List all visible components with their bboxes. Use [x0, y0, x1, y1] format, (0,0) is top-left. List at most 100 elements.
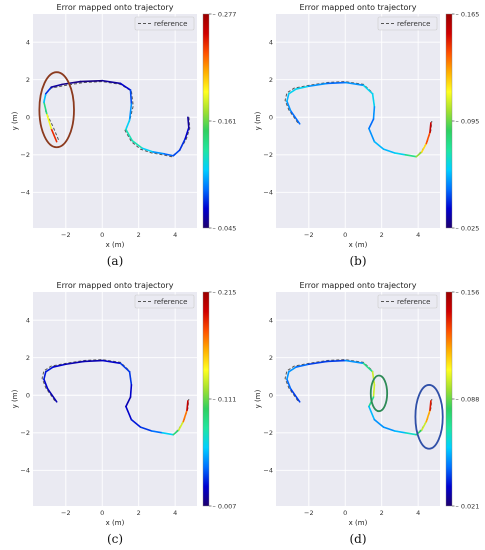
trajectory-segment	[286, 370, 290, 381]
chart-title: Error mapped onto trajectory	[300, 3, 417, 12]
trajectory-segment	[44, 366, 54, 373]
y-axis-label: y (m)	[11, 111, 19, 130]
trajectory-segment	[125, 405, 133, 421]
trajectory-segment	[308, 360, 328, 366]
trajectory-segment	[125, 128, 134, 142]
colorbar-tick-label: – 0.215	[213, 288, 237, 296]
y-tick-label: −4	[20, 467, 30, 475]
trajectory-segment	[372, 384, 376, 398]
y-tick-label: −2	[263, 429, 273, 437]
trajectory-segment	[163, 153, 175, 157]
trajectory-segment	[79, 79, 104, 83]
x-tick-label: 4	[173, 231, 177, 239]
x-tick-label: −2	[304, 231, 314, 239]
trajectory-segment	[415, 151, 423, 158]
highlight-ellipse	[369, 374, 389, 413]
trajectory-segment	[128, 370, 133, 386]
trajectory-segment	[429, 400, 432, 412]
chart-title: Error mapped onto trajectory	[300, 281, 417, 290]
trajectory-segment	[326, 359, 347, 363]
trajectory-segment	[152, 151, 165, 155]
y-axis-label: y (m)	[254, 111, 262, 130]
trajectory-segment	[393, 430, 407, 434]
legend-label: reference	[154, 298, 187, 306]
trajectory-segment	[129, 89, 133, 105]
legend: reference	[377, 294, 438, 309]
y-tick-label: −4	[20, 189, 30, 197]
trajectory-segment	[46, 387, 58, 403]
colorbar-tick-label: – 0.025	[456, 224, 480, 232]
y-tick-label: 2	[269, 76, 273, 84]
legend-label: reference	[154, 20, 187, 28]
trajectory-segment	[420, 420, 428, 431]
colorbar-tick-label: – 0.161	[213, 117, 237, 125]
chart-panel-c: Error mapped onto trajectory −2 0 2 4 −4 −2 0 2 4…	[11, 281, 236, 546]
trajectory-segment	[373, 418, 385, 428]
trajectory-segment	[83, 359, 104, 363]
trajectory-segment	[125, 396, 132, 408]
y-tick-label: 0	[26, 114, 30, 122]
trajectory-segment	[125, 119, 131, 131]
x-tick-label: 2	[137, 231, 141, 239]
colorbar-tick-label: – 0.007	[213, 502, 237, 510]
x-tick-label: 0	[343, 509, 347, 517]
y-tick-label: 4	[26, 38, 30, 46]
x-tick-label: 0	[100, 231, 104, 239]
plot-area	[33, 14, 197, 228]
plot-area	[276, 292, 440, 506]
x-tick-label: 4	[416, 509, 420, 517]
trajectory-segment	[286, 378, 292, 390]
legend-box	[134, 294, 195, 309]
trajectory-segment	[129, 384, 133, 398]
colorbar-tick-label: – 0.095	[456, 117, 480, 125]
trajectory-segment	[172, 429, 180, 436]
trajectory-segment	[286, 92, 290, 103]
colorbar-tick-label: – 0.045	[213, 224, 237, 232]
trajectory-segment	[43, 370, 47, 381]
y-tick-label: −4	[263, 189, 273, 197]
trajectory-segment	[286, 100, 292, 112]
trajectory-segment	[187, 116, 190, 129]
y-tick-label: 4	[269, 38, 273, 46]
trajectory-segment	[425, 131, 431, 145]
panel-caption: (c)	[107, 532, 123, 546]
trajectory-segment	[393, 152, 407, 156]
trajectory-segment	[429, 122, 432, 134]
trajectory-segment	[43, 101, 48, 115]
chart-panel-b: Error mapped onto trajectory −2 0 2 4 −4 −2 0 2 4…	[254, 3, 479, 268]
x-tick-label: 0	[100, 509, 104, 517]
y-tick-label: 2	[26, 76, 30, 84]
trajectory-segment	[130, 418, 142, 428]
y-tick-label: 2	[269, 354, 273, 362]
panel-caption: (d)	[349, 532, 366, 546]
trajectory-segment	[382, 148, 396, 154]
colorbar	[445, 13, 453, 229]
highlight-ellipse	[414, 384, 444, 450]
trajectory-segment	[128, 103, 133, 121]
trajectory-segment	[44, 86, 53, 95]
legend-box	[377, 294, 438, 309]
trajectory-segment	[52, 363, 67, 368]
trajectory-segment	[368, 405, 376, 421]
trajectory-segment	[61, 80, 82, 86]
y-tick-label: 0	[269, 114, 273, 122]
trajectory-segment	[119, 82, 132, 91]
trajectory-segment	[150, 430, 164, 434]
x-axis-label: x (m)	[349, 519, 368, 527]
x-tick-label: 2	[380, 231, 384, 239]
colorbar-tick-label: – 0.021	[456, 502, 480, 510]
x-axis-label: x (m)	[349, 241, 368, 249]
x-tick-label: −2	[61, 231, 71, 239]
trajectory-segment	[362, 362, 374, 373]
plot-area	[33, 292, 197, 506]
trajectory-segment	[308, 82, 328, 88]
y-tick-label: 0	[269, 392, 273, 400]
trajectory-segment	[420, 142, 428, 153]
legend-box	[134, 16, 195, 31]
y-tick-label: −2	[20, 429, 30, 437]
trajectory-segment	[101, 359, 122, 365]
trajectory-segment	[368, 118, 375, 130]
trajectory-segment	[295, 363, 310, 368]
trajectory-segment	[186, 400, 189, 412]
panel-caption: (a)	[107, 254, 124, 268]
